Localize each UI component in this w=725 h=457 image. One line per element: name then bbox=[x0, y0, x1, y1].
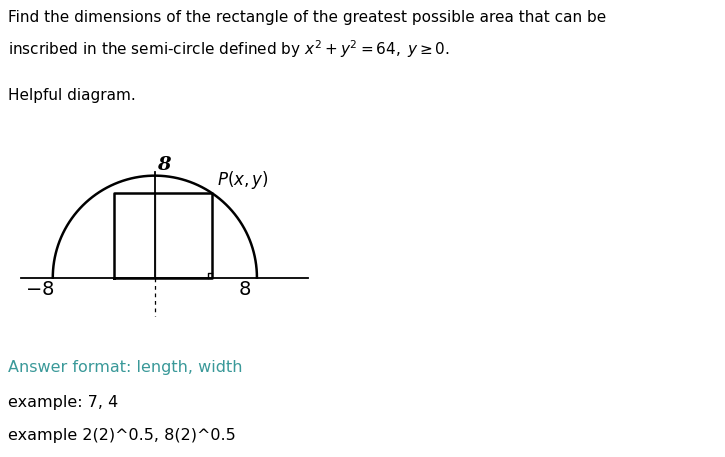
Text: $\mathit{8}$: $\mathit{8}$ bbox=[238, 282, 251, 299]
Text: $P(x, y)$: $P(x, y)$ bbox=[218, 169, 269, 191]
Text: Find the dimensions of the rectangle of the greatest possible area that can be: Find the dimensions of the rectangle of … bbox=[8, 10, 606, 25]
Text: Answer format: length, width: Answer format: length, width bbox=[8, 360, 242, 375]
Text: $-\mathit{8}$: $-\mathit{8}$ bbox=[25, 282, 54, 299]
Text: 8: 8 bbox=[157, 156, 171, 175]
Text: example 2(2)^0.5, 8(2)^0.5: example 2(2)^0.5, 8(2)^0.5 bbox=[8, 428, 236, 443]
Text: Helpful diagram.: Helpful diagram. bbox=[8, 88, 136, 103]
Text: example: 7, 4: example: 7, 4 bbox=[8, 395, 118, 410]
Text: inscribed in the semi-circle defined by $x^2 + y^2 = 64,\; y \geq 0$.: inscribed in the semi-circle defined by … bbox=[8, 38, 450, 60]
